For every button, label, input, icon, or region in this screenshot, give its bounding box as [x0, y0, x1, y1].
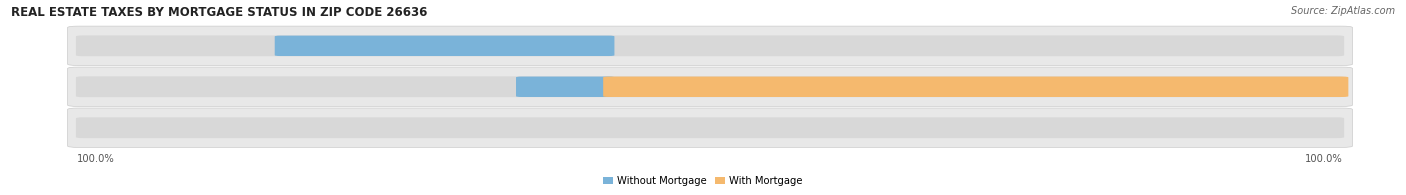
Text: $800 to $1,499: $800 to $1,499	[609, 121, 668, 134]
Text: 16.4%: 16.4%	[547, 82, 583, 92]
Text: 0.0%: 0.0%	[626, 41, 651, 51]
Text: 61.8%: 61.8%	[427, 41, 463, 51]
Text: 100.0%: 100.0%	[1305, 154, 1343, 164]
Text: $800 to $1,499: $800 to $1,499	[609, 80, 668, 93]
Text: 100.0%: 100.0%	[1272, 82, 1315, 92]
Text: 0.0%: 0.0%	[567, 123, 592, 133]
Text: REAL ESTATE TAXES BY MORTGAGE STATUS IN ZIP CODE 26636: REAL ESTATE TAXES BY MORTGAGE STATUS IN …	[11, 6, 427, 19]
Legend: Without Mortgage, With Mortgage: Without Mortgage, With Mortgage	[599, 172, 807, 190]
Text: Less than $800: Less than $800	[609, 41, 685, 51]
Text: 0.0%: 0.0%	[626, 123, 651, 133]
Text: 100.0%: 100.0%	[77, 154, 115, 164]
Text: Source: ZipAtlas.com: Source: ZipAtlas.com	[1291, 6, 1395, 16]
